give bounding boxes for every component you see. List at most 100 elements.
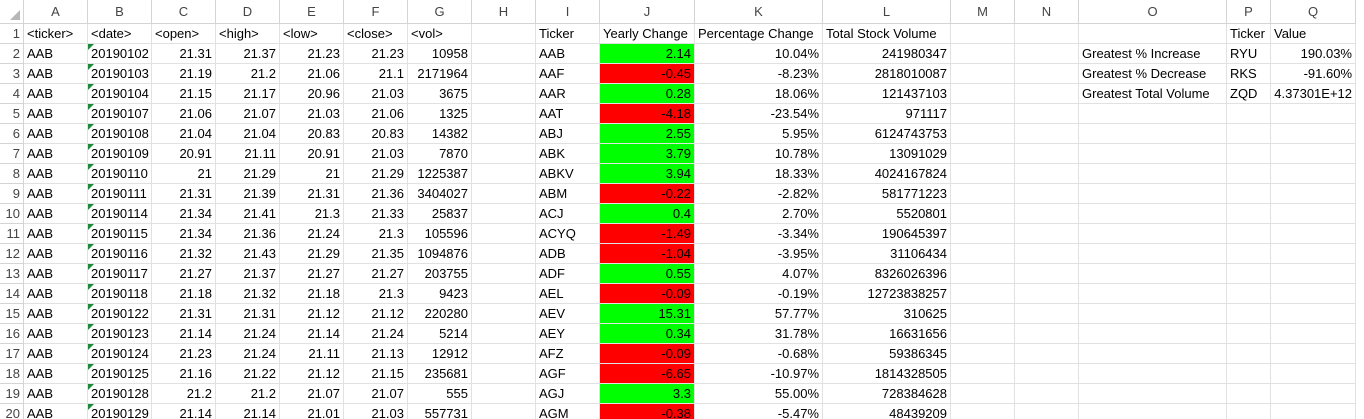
column-header-g[interactable]: G: [408, 0, 472, 24]
cell-p20[interactable]: [1227, 404, 1271, 419]
cell-l6[interactable]: 6124743753: [823, 124, 951, 144]
cell-m19[interactable]: [951, 384, 1015, 404]
cell-e17[interactable]: 21.11: [280, 344, 344, 364]
cell-q6[interactable]: [1271, 124, 1356, 144]
cell-n6[interactable]: [1015, 124, 1079, 144]
cell-f10[interactable]: 21.33: [344, 204, 408, 224]
cell-h14[interactable]: [472, 284, 536, 304]
cell-h1[interactable]: [472, 24, 536, 44]
cell-g19[interactable]: 555: [408, 384, 472, 404]
cell-d15[interactable]: 21.31: [216, 304, 280, 324]
cell-b16[interactable]: 20190123: [88, 324, 152, 344]
cell-f15[interactable]: 21.12: [344, 304, 408, 324]
cell-i6[interactable]: ABJ: [536, 124, 600, 144]
cell-q3[interactable]: -91.60%: [1271, 64, 1356, 84]
cell-d9[interactable]: 21.39: [216, 184, 280, 204]
cell-g9[interactable]: 3404027: [408, 184, 472, 204]
cell-b10[interactable]: 20190114: [88, 204, 152, 224]
cell-l10[interactable]: 5520801: [823, 204, 951, 224]
cell-g16[interactable]: 5214: [408, 324, 472, 344]
row-header[interactable]: 18: [0, 364, 24, 384]
cell-l5[interactable]: 971117: [823, 104, 951, 124]
cell-p15[interactable]: [1227, 304, 1271, 324]
cell-n8[interactable]: [1015, 164, 1079, 184]
cell-h16[interactable]: [472, 324, 536, 344]
cell-e7[interactable]: 20.91: [280, 144, 344, 164]
cell-e15[interactable]: 21.12: [280, 304, 344, 324]
cell-d7[interactable]: 21.11: [216, 144, 280, 164]
cell-a15[interactable]: AAB: [24, 304, 88, 324]
cell-g7[interactable]: 7870: [408, 144, 472, 164]
cell-a6[interactable]: AAB: [24, 124, 88, 144]
cell-a19[interactable]: AAB: [24, 384, 88, 404]
cell-d18[interactable]: 21.22: [216, 364, 280, 384]
cell-n3[interactable]: [1015, 64, 1079, 84]
cell-b6[interactable]: 20190108: [88, 124, 152, 144]
cell-g13[interactable]: 203755: [408, 264, 472, 284]
cell-p12[interactable]: [1227, 244, 1271, 264]
cell-k2[interactable]: 10.04%: [695, 44, 823, 64]
row-header[interactable]: 5: [0, 104, 24, 124]
cell-a2[interactable]: AAB: [24, 44, 88, 64]
cell-c8[interactable]: 21: [152, 164, 216, 184]
select-all-corner[interactable]: [0, 0, 24, 24]
cell-m13[interactable]: [951, 264, 1015, 284]
cell-c17[interactable]: 21.23: [152, 344, 216, 364]
cell-i8[interactable]: ABKV: [536, 164, 600, 184]
cell-g15[interactable]: 220280: [408, 304, 472, 324]
cell-g17[interactable]: 12912: [408, 344, 472, 364]
cell-h15[interactable]: [472, 304, 536, 324]
row-header[interactable]: 9: [0, 184, 24, 204]
cell-f16[interactable]: 21.24: [344, 324, 408, 344]
cell-k10[interactable]: 2.70%: [695, 204, 823, 224]
cell-o5[interactable]: [1079, 104, 1227, 124]
row-header[interactable]: 20: [0, 404, 24, 419]
column-header-n[interactable]: N: [1015, 0, 1079, 24]
cell-l7[interactable]: 13091029: [823, 144, 951, 164]
row-header[interactable]: 6: [0, 124, 24, 144]
cell-o16[interactable]: [1079, 324, 1227, 344]
cell-j15[interactable]: 15.31: [600, 304, 695, 324]
cell-a17[interactable]: AAB: [24, 344, 88, 364]
cell-e6[interactable]: 20.83: [280, 124, 344, 144]
cell-q7[interactable]: [1271, 144, 1356, 164]
cell-p2[interactable]: RYU: [1227, 44, 1271, 64]
column-header-h[interactable]: H: [472, 0, 536, 24]
cell-p19[interactable]: [1227, 384, 1271, 404]
cell-g11[interactable]: 105596: [408, 224, 472, 244]
cell-n15[interactable]: [1015, 304, 1079, 324]
cell-j9[interactable]: -0.22: [600, 184, 695, 204]
cell-d20[interactable]: 21.14: [216, 404, 280, 419]
cell-h8[interactable]: [472, 164, 536, 184]
row-header[interactable]: 11: [0, 224, 24, 244]
cell-q1[interactable]: Value: [1271, 24, 1356, 44]
cell-f1[interactable]: <close>: [344, 24, 408, 44]
cell-k1[interactable]: Percentage Change: [695, 24, 823, 44]
cell-i14[interactable]: AEL: [536, 284, 600, 304]
cell-c14[interactable]: 21.18: [152, 284, 216, 304]
cell-e9[interactable]: 21.31: [280, 184, 344, 204]
cell-q11[interactable]: [1271, 224, 1356, 244]
cell-n12[interactable]: [1015, 244, 1079, 264]
cell-p11[interactable]: [1227, 224, 1271, 244]
cell-f11[interactable]: 21.3: [344, 224, 408, 244]
cell-g1[interactable]: <vol>: [408, 24, 472, 44]
cell-g20[interactable]: 557731: [408, 404, 472, 419]
cell-p4[interactable]: ZQD: [1227, 84, 1271, 104]
cell-c5[interactable]: 21.06: [152, 104, 216, 124]
cell-b13[interactable]: 20190117: [88, 264, 152, 284]
cell-o6[interactable]: [1079, 124, 1227, 144]
cell-e20[interactable]: 21.01: [280, 404, 344, 419]
row-header[interactable]: 12: [0, 244, 24, 264]
cell-e5[interactable]: 21.03: [280, 104, 344, 124]
cell-d12[interactable]: 21.43: [216, 244, 280, 264]
cell-k4[interactable]: 18.06%: [695, 84, 823, 104]
cell-g14[interactable]: 9423: [408, 284, 472, 304]
row-header[interactable]: 10: [0, 204, 24, 224]
cell-i1[interactable]: Ticker: [536, 24, 600, 44]
cell-g12[interactable]: 1094876: [408, 244, 472, 264]
cell-q19[interactable]: [1271, 384, 1356, 404]
cell-n4[interactable]: [1015, 84, 1079, 104]
cell-a5[interactable]: AAB: [24, 104, 88, 124]
cell-l3[interactable]: 2818010087: [823, 64, 951, 84]
